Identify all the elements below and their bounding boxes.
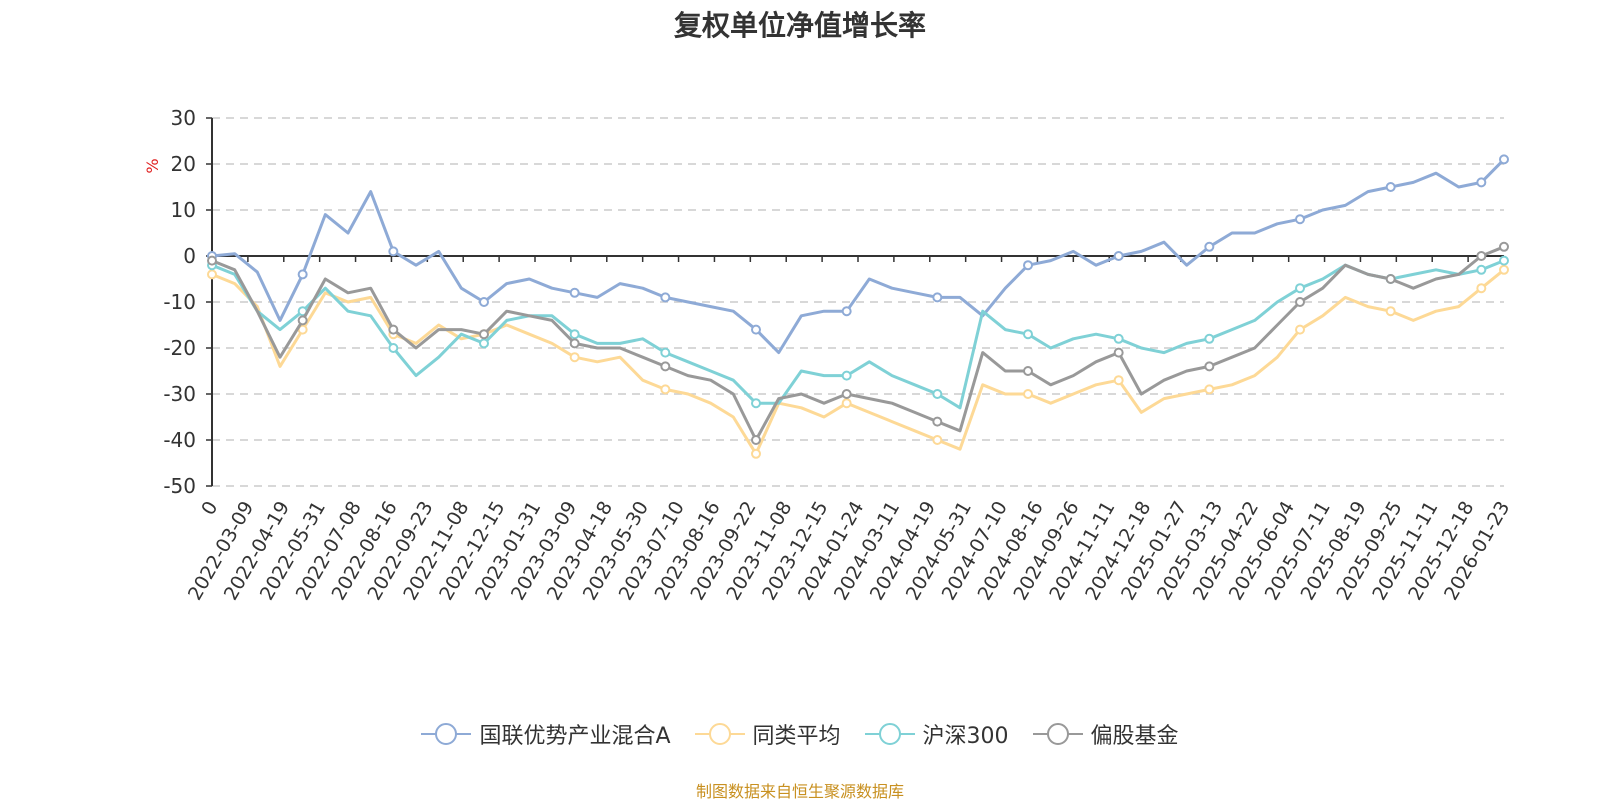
data-point[interactable]	[569, 338, 580, 349]
data-point[interactable]	[479, 338, 489, 349]
data-point[interactable]	[1499, 241, 1509, 252]
y-tick-label: -30	[163, 382, 196, 406]
grid-layer	[212, 117, 1504, 487]
data-point[interactable]	[479, 297, 489, 307]
legend-item-2[interactable]: 沪深300	[864, 718, 1009, 750]
data-point[interactable]	[660, 292, 671, 303]
chart-title: 复权单位净值增长率	[673, 9, 926, 42]
y-tick-label: 30	[171, 106, 196, 130]
data-point[interactable]	[1385, 182, 1396, 192]
data-point[interactable]	[388, 246, 399, 257]
data-point[interactable]	[1295, 297, 1305, 307]
source-note: 制图数据来自恒生聚源数据库	[695, 782, 904, 801]
legend: 国联优势产业混合A 同类平均 沪深300 偏股基金	[0, 718, 1600, 750]
series-line-0	[211, 158, 1506, 355]
data-point[interactable]	[1023, 366, 1033, 376]
data-point[interactable]	[841, 398, 852, 409]
y-tick-label: 0	[183, 244, 196, 268]
data-point[interactable]	[297, 269, 308, 280]
data-point[interactable]	[1476, 283, 1487, 294]
y-tick-label: -20	[163, 336, 196, 360]
data-point[interactable]	[932, 416, 943, 427]
data-point[interactable]	[932, 435, 943, 445]
series-line-1	[211, 268, 1505, 456]
y-tick-label: -10	[163, 290, 196, 314]
data-point[interactable]	[751, 435, 761, 445]
y-tick-label: 20	[171, 152, 196, 176]
legend-marker-icon	[864, 723, 915, 745]
data-point[interactable]	[841, 306, 852, 317]
data-point[interactable]	[569, 352, 580, 363]
data-point[interactable]	[207, 269, 217, 280]
legend-marker-icon	[694, 723, 745, 745]
data-point[interactable]	[1113, 251, 1124, 261]
x-tick-label: 0	[197, 498, 222, 519]
data-point[interactable]	[660, 384, 671, 395]
data-point[interactable]	[1113, 347, 1124, 358]
legend-label: 国联优势产业混合A	[479, 724, 671, 749]
data-point[interactable]	[388, 324, 399, 335]
data-point[interactable]	[207, 255, 217, 266]
legend-label: 沪深300	[922, 724, 1009, 749]
legend-label: 同类平均	[752, 724, 841, 749]
data-point[interactable]	[1385, 274, 1396, 284]
data-point[interactable]	[297, 315, 308, 326]
series-line-2	[211, 259, 1505, 410]
legend-label: 偏股基金	[1090, 724, 1179, 749]
y-axis-label: %	[143, 158, 162, 173]
data-point[interactable]	[1476, 177, 1487, 188]
data-point[interactable]	[932, 389, 943, 399]
y-tick-label: 10	[171, 198, 196, 222]
data-point[interactable]	[660, 347, 671, 358]
data-point[interactable]	[569, 329, 580, 340]
data-point[interactable]	[1204, 333, 1215, 344]
legend-marker-icon	[1032, 723, 1083, 745]
data-point[interactable]	[1295, 324, 1305, 335]
data-point[interactable]	[1385, 306, 1396, 317]
y-tick-label: -50	[163, 474, 196, 498]
data-point[interactable]	[1476, 264, 1487, 275]
legend-item-1[interactable]: 同类平均	[694, 718, 841, 750]
data-point[interactable]	[751, 448, 761, 459]
data-point[interactable]	[1204, 361, 1215, 372]
data-point[interactable]	[1499, 154, 1509, 165]
legend-marker-icon	[421, 723, 472, 745]
data-point[interactable]	[751, 324, 761, 335]
data-point[interactable]	[932, 292, 943, 303]
data-point[interactable]	[1113, 333, 1124, 344]
data-point[interactable]	[1295, 283, 1305, 294]
data-point[interactable]	[1295, 214, 1305, 225]
data-point[interactable]	[1204, 384, 1215, 395]
data-point[interactable]	[1113, 375, 1124, 386]
legend-item-0[interactable]: 国联优势产业混合A	[421, 718, 671, 750]
data-point[interactable]	[1023, 329, 1033, 340]
data-point[interactable]	[841, 370, 852, 381]
data-point[interactable]	[1204, 241, 1215, 252]
y-tick-label: -40	[163, 428, 196, 452]
data-point[interactable]	[1499, 264, 1509, 275]
data-point[interactable]	[569, 287, 580, 298]
legend-item-3[interactable]: 偏股基金	[1032, 718, 1179, 750]
data-point[interactable]	[1023, 260, 1033, 271]
data-point[interactable]	[388, 343, 399, 353]
series-line-3	[211, 245, 1505, 442]
axis-layer: 3020100-10-20-30-40-5002022-03-092022-04…	[163, 106, 1514, 604]
series-layer	[207, 154, 1509, 459]
data-point[interactable]	[751, 398, 761, 409]
data-point[interactable]	[841, 389, 852, 399]
data-point[interactable]	[1499, 255, 1509, 266]
data-point[interactable]	[660, 361, 671, 372]
data-point[interactable]	[479, 329, 489, 340]
data-point[interactable]	[1023, 389, 1033, 399]
data-point[interactable]	[1476, 251, 1487, 261]
